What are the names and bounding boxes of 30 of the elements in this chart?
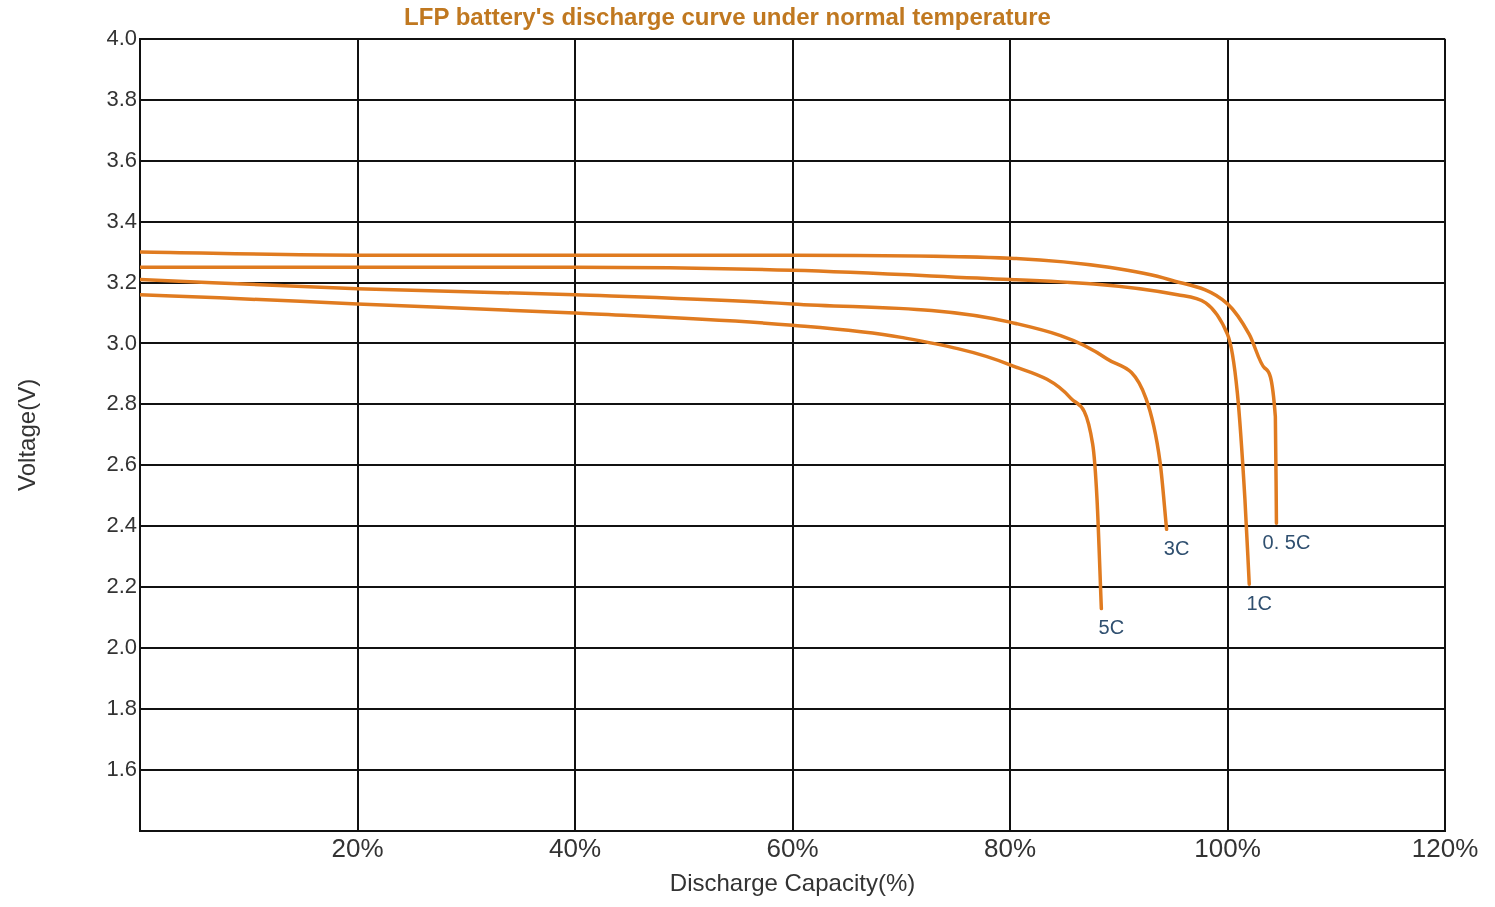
y-tick-label: 2.2 — [106, 573, 137, 599]
y-tick-label: 3.6 — [106, 146, 137, 172]
x-axis-title: Discharge Capacity(%) — [669, 869, 916, 897]
x-tick-label: 80% — [983, 832, 1037, 863]
y-tick-label: 2.4 — [106, 512, 137, 538]
y-tick-label: 1.8 — [106, 695, 137, 721]
series-label: 3C — [1163, 536, 1190, 559]
series-label: 0. 5C — [1262, 530, 1311, 553]
y-tick-label: 2.6 — [106, 451, 137, 477]
x-tick-label: 60% — [766, 832, 819, 863]
y-tick-label: 3.4 — [106, 207, 137, 233]
chart-title: LFP battery's discharge curve under normal temperature — [404, 3, 1051, 31]
y-tick-label: 2.0 — [106, 634, 137, 660]
y-axis-title: Voltage(V) — [13, 378, 41, 491]
y-tick-label: 3.2 — [106, 268, 137, 294]
x-tick-label: 100% — [1194, 832, 1261, 863]
line-series — [140, 277, 1169, 532]
x-tick-label: 20% — [331, 832, 384, 863]
line-series — [140, 250, 1279, 526]
y-tick-label: 1.6 — [106, 756, 137, 782]
y-tick-label: 3.0 — [106, 329, 137, 355]
series-label: 5C — [1098, 616, 1125, 639]
y-tick-label: 4.0 — [106, 24, 137, 50]
line-series — [140, 292, 1104, 611]
y-tick-label: 3.8 — [106, 85, 137, 111]
line-series — [140, 265, 1251, 586]
y-tick-label: 2.8 — [106, 390, 137, 416]
series-label: 1C — [1246, 591, 1273, 614]
x-tick-label: 40% — [548, 832, 602, 863]
x-tick-label: 120% — [1411, 832, 1479, 863]
